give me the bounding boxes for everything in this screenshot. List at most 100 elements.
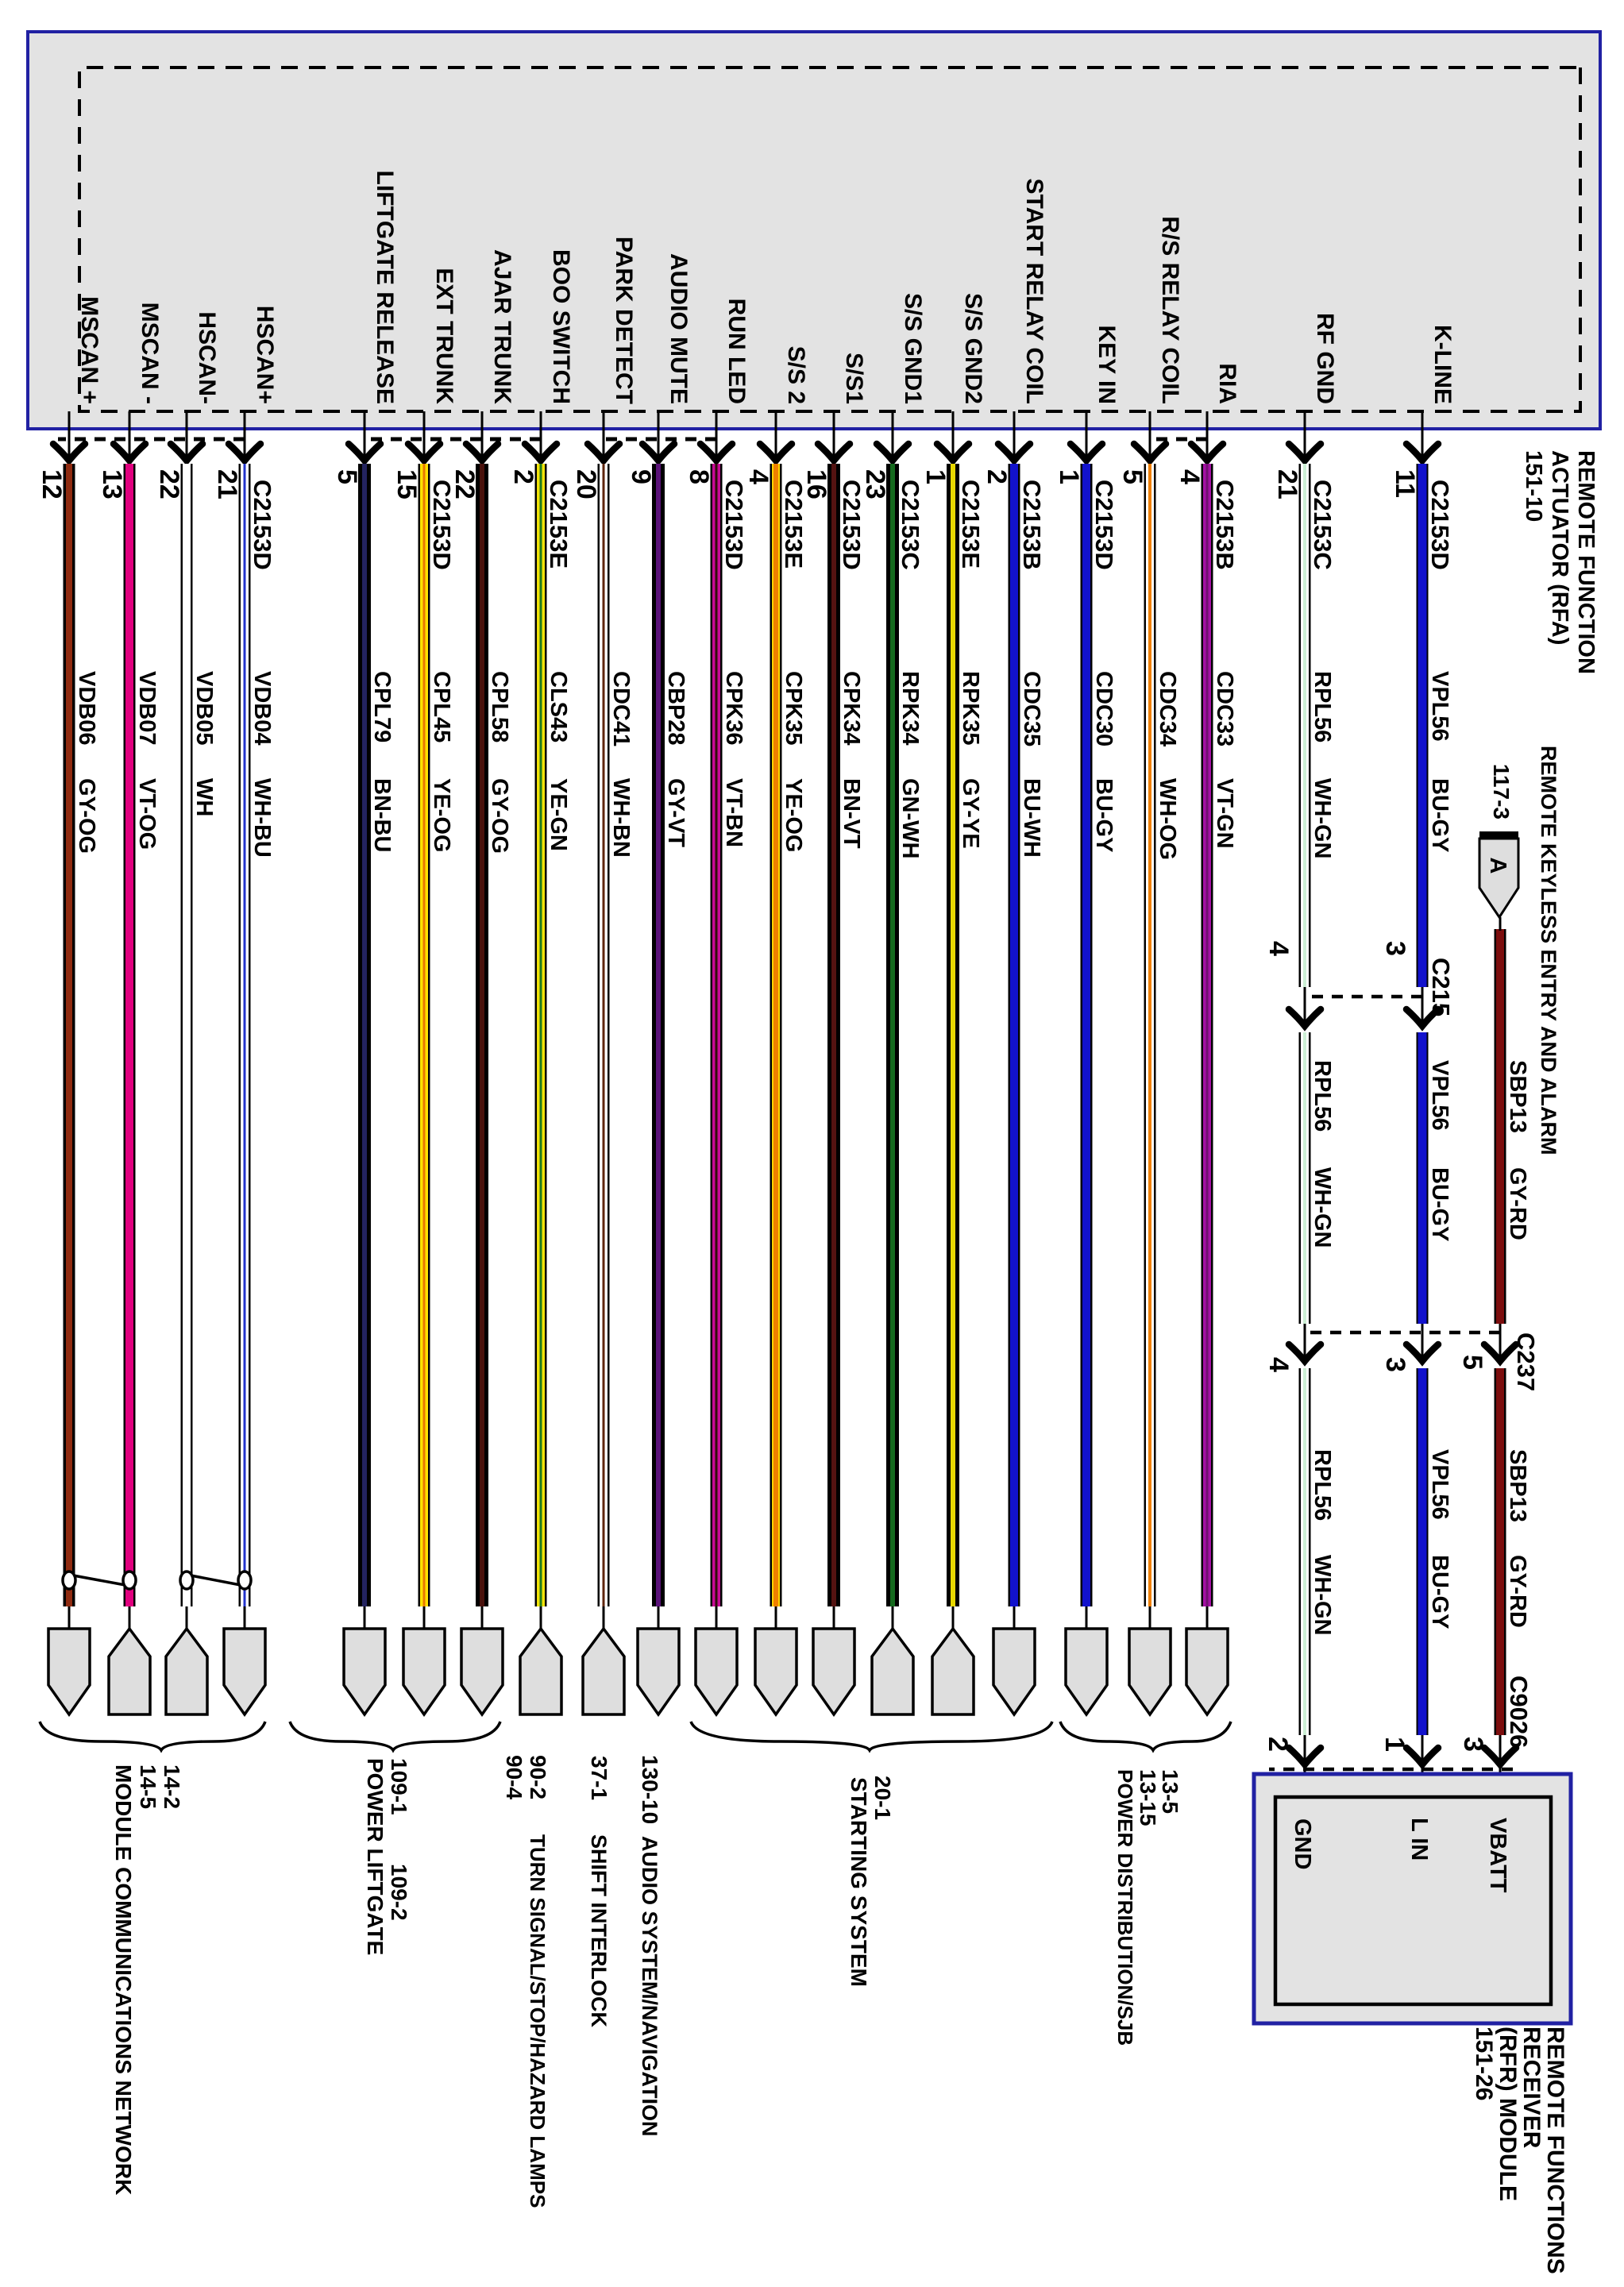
svg-text:BU-GY: BU-GY	[1427, 1167, 1452, 1241]
svg-text:130-10: 130-10	[638, 1755, 662, 1824]
svg-text:22: 22	[449, 469, 480, 499]
svg-text:117-3: 117-3	[1489, 764, 1514, 820]
svg-text:RECEIVER: RECEIVER	[1518, 2027, 1545, 2149]
svg-text:S/S 2: S/S 2	[783, 346, 809, 404]
svg-text:CPL79: CPL79	[369, 671, 395, 742]
svg-text:CDC35: CDC35	[1019, 671, 1044, 746]
svg-text:AUDIO SYSTEM/NAVIGATION: AUDIO SYSTEM/NAVIGATION	[638, 1836, 662, 2137]
svg-text:C237: C237	[1512, 1332, 1540, 1391]
svg-text:13: 13	[97, 469, 127, 499]
svg-text:WH-GN: WH-GN	[1310, 1555, 1335, 1635]
svg-text:VPL56: VPL56	[1427, 1449, 1452, 1520]
svg-text:C2153D: C2153D	[720, 480, 748, 570]
svg-text:S/S GND2: S/S GND2	[960, 293, 986, 404]
svg-text:C2153E: C2153E	[545, 480, 573, 569]
svg-text:SBP13: SBP13	[1505, 1060, 1530, 1133]
svg-text:RUN LED: RUN LED	[723, 299, 750, 404]
svg-text:VDB06: VDB06	[74, 671, 99, 746]
svg-text:YE-OG: YE-OG	[429, 778, 454, 852]
svg-text:SHIFT INTERLOCK: SHIFT INTERLOCK	[587, 1834, 611, 2027]
svg-text:3: 3	[1380, 1357, 1410, 1372]
svg-text:GN-WH: GN-WH	[897, 778, 923, 858]
svg-text:C215: C215	[1427, 958, 1455, 1016]
svg-text:15: 15	[392, 469, 422, 499]
svg-text:4: 4	[743, 469, 773, 484]
svg-text:CPK35: CPK35	[781, 671, 806, 746]
svg-text:R/S RELAY COIL: R/S RELAY COIL	[1157, 216, 1183, 404]
svg-text:1: 1	[920, 469, 951, 484]
svg-text:GY-VT: GY-VT	[663, 778, 689, 847]
svg-text:20-1: 20-1	[870, 1776, 895, 1820]
svg-text:C2153D: C2153D	[249, 480, 276, 570]
svg-text:13-5: 13-5	[1158, 1769, 1182, 1814]
svg-text:1: 1	[1054, 469, 1084, 484]
svg-text:START RELAY COIL: START RELAY COIL	[1021, 179, 1047, 404]
svg-text:3: 3	[1458, 1737, 1488, 1752]
svg-text:11: 11	[1390, 469, 1420, 498]
svg-text:AUDIO MUTE: AUDIO MUTE	[665, 253, 692, 404]
svg-text:RF GND: RF GND	[1312, 313, 1338, 404]
svg-text:CPL45: CPL45	[429, 671, 454, 742]
svg-text:AJAR TRUNK: AJAR TRUNK	[489, 249, 515, 404]
svg-text:VDB04: VDB04	[249, 671, 275, 746]
svg-text:BU-WH: BU-WH	[1019, 778, 1044, 858]
svg-text:GY-OG: GY-OG	[74, 778, 99, 854]
svg-text:13-15: 13-15	[1136, 1769, 1160, 1826]
svg-text:2: 2	[982, 469, 1012, 484]
svg-text:C2153D: C2153D	[838, 480, 866, 570]
svg-text:WH-OG: WH-OG	[1155, 778, 1180, 860]
svg-text:GND: GND	[1290, 1818, 1315, 1869]
svg-text:STARTING SYSTEM: STARTING SYSTEM	[847, 1777, 871, 1987]
svg-text:VT-GN: VT-GN	[1212, 778, 1237, 849]
svg-text:9: 9	[626, 469, 656, 484]
svg-text:VBATT: VBATT	[1485, 1818, 1510, 1893]
svg-text:YE-GN: YE-GN	[546, 778, 571, 851]
svg-text:RPK34: RPK34	[897, 671, 923, 746]
svg-text:8: 8	[684, 469, 714, 484]
svg-text:POWER DISTRIBUTION/SJB: POWER DISTRIBUTION/SJB	[1113, 1769, 1137, 2046]
svg-text:RPL56: RPL56	[1310, 1060, 1335, 1132]
svg-text:L IN: L IN	[1406, 1818, 1432, 1861]
svg-text:VDB07: VDB07	[134, 671, 160, 746]
svg-text:C2153D: C2153D	[1090, 480, 1118, 570]
svg-text:CPK34: CPK34	[839, 671, 864, 746]
svg-text:5: 5	[332, 469, 362, 484]
svg-text:CDC33: CDC33	[1212, 671, 1237, 746]
svg-text:1: 1	[1379, 1737, 1410, 1752]
svg-text:RPL56: RPL56	[1310, 671, 1335, 742]
svg-text:3: 3	[1380, 941, 1410, 956]
svg-text:90-2: 90-2	[526, 1755, 550, 1799]
svg-text:YE-OG: YE-OG	[781, 778, 806, 852]
svg-text:20: 20	[571, 469, 601, 499]
svg-text:POWER LIFTGATE: POWER LIFTGATE	[363, 1758, 388, 1955]
svg-text:REMOTE FUNCTION: REMOTE FUNCTION	[1573, 450, 1599, 674]
svg-text:23: 23	[860, 469, 890, 499]
svg-text:VPL56: VPL56	[1427, 1060, 1452, 1131]
svg-text:S/S GND1: S/S GND1	[900, 293, 926, 404]
svg-text:MODULE COMMUNICATIONS NETWORK: MODULE COMMUNICATIONS NETWORK	[111, 1764, 136, 2195]
svg-text:22: 22	[154, 469, 184, 499]
svg-text:BU-GY: BU-GY	[1427, 778, 1452, 852]
svg-text:C2153E: C2153E	[957, 480, 985, 569]
svg-text:WH-BN: WH-BN	[608, 778, 634, 858]
svg-text:GY-OG: GY-OG	[487, 778, 512, 854]
svg-text:LIFTGATE RELEASE: LIFTGATE RELEASE	[372, 171, 398, 404]
svg-text:BN-VT: BN-VT	[839, 778, 864, 849]
svg-text:VPL56: VPL56	[1427, 671, 1452, 742]
svg-text:37-1: 37-1	[587, 1756, 611, 1800]
svg-text:109-2: 109-2	[387, 1864, 411, 1921]
svg-text:BU-GY: BU-GY	[1427, 1555, 1452, 1629]
svg-text:HSCAN-: HSCAN-	[194, 311, 220, 404]
svg-text:MSCAN +: MSCAN +	[76, 296, 102, 404]
svg-text:CPK36: CPK36	[721, 671, 746, 746]
svg-text:12: 12	[37, 469, 67, 499]
svg-text:109-1: 109-1	[387, 1758, 411, 1815]
svg-text:5: 5	[1117, 469, 1148, 484]
svg-text:VT-OG: VT-OG	[134, 778, 160, 850]
svg-text:21: 21	[212, 469, 242, 499]
svg-text:WH-GN: WH-GN	[1310, 778, 1335, 858]
svg-text:TURN SIGNAL/STOP/HAZARD LAMPS: TURN SIGNAL/STOP/HAZARD LAMPS	[526, 1834, 550, 2208]
svg-text:GY-RD: GY-RD	[1505, 1555, 1530, 1628]
svg-text:CBP28: CBP28	[663, 671, 689, 746]
svg-text:BN-BU: BN-BU	[369, 778, 395, 852]
